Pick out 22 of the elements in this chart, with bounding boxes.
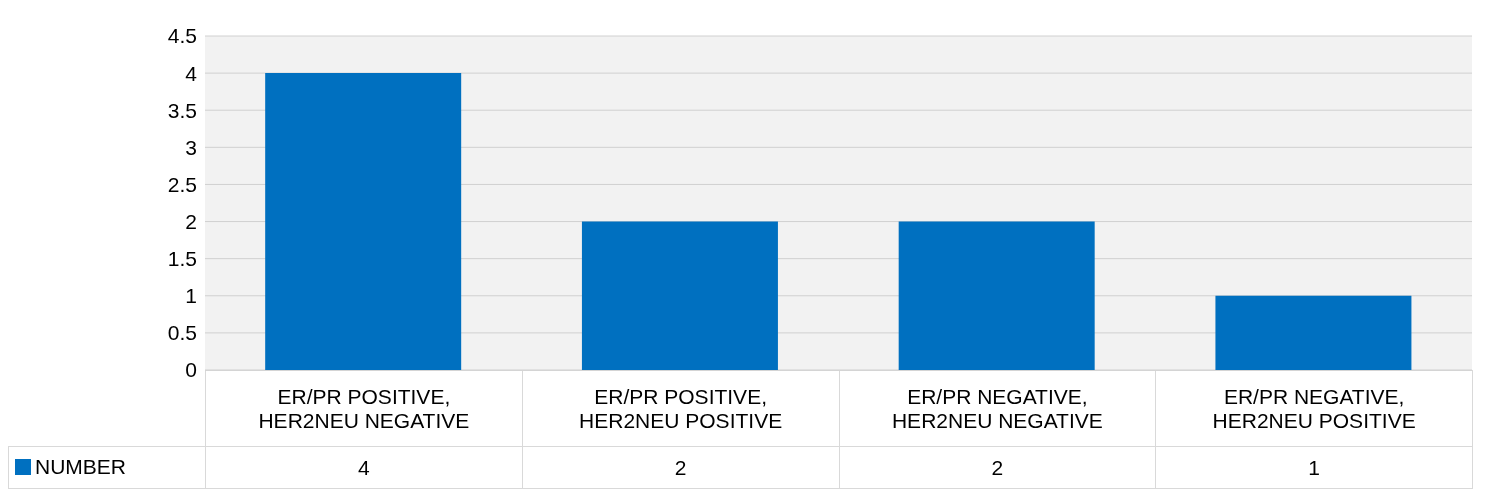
x-tick-label: ER/PR POSITIVE, HER2NEU NEGATIVE [205,370,523,447]
data-label: 2 [522,446,839,489]
y-tick-label: 1 [185,284,197,308]
x-tick-label: ER/PR POSITIVE, HER2NEU POSITIVE [522,370,839,447]
y-tick-label: 3.5 [167,98,197,122]
bar [1215,295,1412,370]
x-tick-label: ER/PR NEGATIVE, HER2NEU POSITIVE [1155,370,1473,447]
bar [898,221,1095,370]
y-tick-label: 3 [185,135,197,159]
data-label: 2 [839,446,1156,489]
y-tick-label: 0.5 [167,321,197,345]
legend-label: NUMBER [34,455,127,479]
y-tick-label: 4.5 [167,24,197,48]
bar [581,221,778,370]
y-tick-label: 4 [185,61,198,85]
bar [265,73,462,370]
y-tick-label: 0 [185,358,197,382]
x-tick-label: ER/PR NEGATIVE, HER2NEU NEGATIVE [839,370,1156,447]
data-label: 1 [1155,446,1473,489]
y-tick-label: 2 [185,210,197,234]
y-tick-label: 2.5 [167,172,197,196]
y-tick-label: 1.5 [167,247,197,271]
